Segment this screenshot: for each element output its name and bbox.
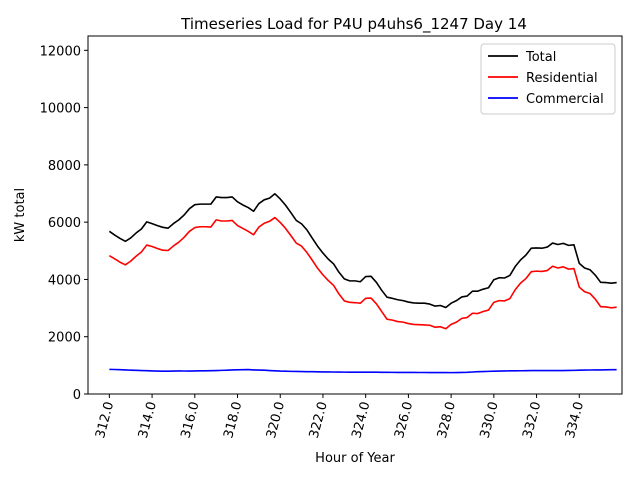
y-tick-label: 6000	[48, 216, 81, 231]
series-layer	[108, 193, 617, 374]
legend: Total Residential Commercial	[480, 43, 616, 115]
series-line-total	[108, 193, 617, 309]
legend-label-residential: Residential	[526, 71, 598, 86]
y-tick-label: 12000	[40, 44, 81, 59]
y-tick-label: 0	[73, 388, 81, 403]
y-tick-label: 2000	[48, 331, 81, 346]
x-axis-label: Hour of Year	[315, 451, 395, 466]
series-line-commercial	[109, 368, 617, 374]
plot-frame	[87, 35, 623, 395]
chart-title: Timeseries Load for P4U p4uhs6_1247 Day …	[180, 15, 527, 34]
y-tick-label: 10000	[40, 102, 81, 117]
legend-box	[480, 43, 616, 115]
y-tick-label: 4000	[48, 273, 81, 288]
y-axis-label: kW total	[13, 188, 28, 242]
legend-label-total: Total	[525, 50, 556, 65]
legend-label-commercial: Commercial	[526, 92, 604, 107]
series-line-residential	[108, 216, 617, 330]
y-tick-label: 8000	[48, 159, 81, 174]
